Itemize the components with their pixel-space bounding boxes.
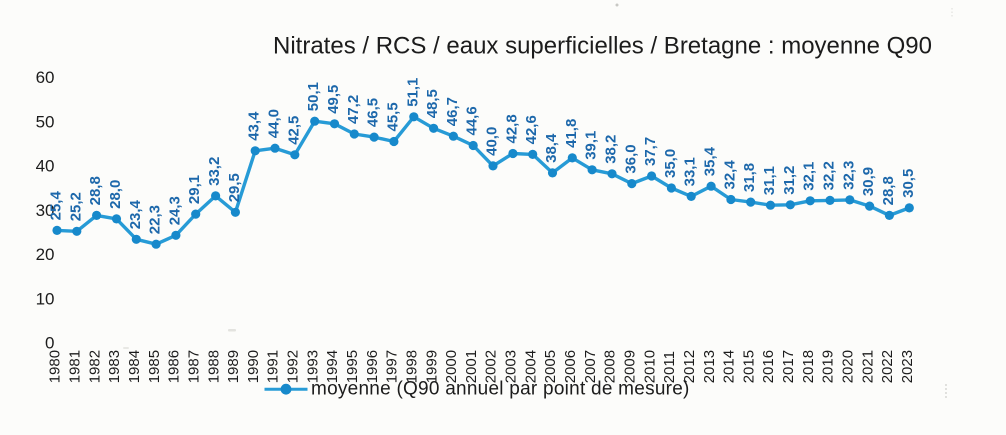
svg-text:32,1: 32,1: [801, 162, 818, 191]
svg-text:2023: 2023: [899, 350, 916, 383]
svg-text:28,0: 28,0: [107, 180, 124, 209]
svg-text:38,4: 38,4: [543, 133, 560, 163]
svg-text:23,4: 23,4: [127, 199, 144, 229]
svg-text:2001: 2001: [463, 350, 480, 383]
svg-text:1982: 1982: [86, 350, 103, 383]
svg-text:50,1: 50,1: [305, 82, 322, 111]
svg-text:60: 60: [36, 68, 55, 87]
svg-text:43,4: 43,4: [246, 111, 263, 141]
svg-text:1986: 1986: [166, 350, 183, 383]
svg-text:2005: 2005: [542, 350, 559, 383]
svg-text:40,0: 40,0: [484, 127, 501, 156]
svg-text:0: 0: [45, 334, 54, 353]
svg-text:2020: 2020: [840, 350, 857, 383]
svg-text:49,5: 49,5: [325, 85, 342, 114]
svg-text:32,2: 32,2: [821, 161, 838, 190]
svg-text:33,1: 33,1: [682, 157, 699, 186]
svg-text:2009: 2009: [622, 350, 639, 383]
svg-text:1981: 1981: [67, 350, 84, 383]
svg-text:35,0: 35,0: [662, 149, 679, 178]
svg-text:44,6: 44,6: [464, 106, 481, 135]
svg-text:33,2: 33,2: [206, 157, 223, 186]
svg-text:1985: 1985: [146, 350, 163, 383]
svg-text:35,4: 35,4: [702, 146, 719, 176]
svg-text:2008: 2008: [602, 350, 619, 383]
svg-text:20: 20: [36, 245, 55, 264]
svg-text:28,8: 28,8: [880, 176, 897, 205]
svg-text:10: 10: [36, 289, 55, 308]
svg-text:1983: 1983: [106, 350, 123, 383]
svg-text:2003: 2003: [503, 350, 520, 383]
svg-text:32,3: 32,3: [840, 161, 857, 190]
svg-text:2006: 2006: [562, 350, 579, 383]
svg-text:28,8: 28,8: [87, 176, 104, 205]
svg-text:1980: 1980: [47, 350, 64, 383]
svg-text:2019: 2019: [820, 350, 837, 383]
svg-text:29,5: 29,5: [226, 173, 243, 202]
svg-text:32,4: 32,4: [721, 160, 738, 190]
svg-text:25,4: 25,4: [48, 191, 65, 221]
svg-text:39,1: 39,1: [583, 131, 600, 160]
svg-text:29,1: 29,1: [186, 175, 203, 204]
svg-text:1994: 1994: [324, 350, 341, 383]
svg-text:1999: 1999: [423, 350, 440, 383]
svg-text:Nitrates / RCS / eaux superfic: Nitrates / RCS / eaux superficielles / B…: [273, 33, 932, 60]
svg-text:25,2: 25,2: [67, 192, 84, 221]
svg-text:30: 30: [36, 201, 55, 220]
svg-text:2002: 2002: [483, 350, 500, 383]
svg-text:22,3: 22,3: [147, 205, 164, 234]
svg-text:1998: 1998: [404, 350, 421, 383]
svg-text:46,7: 46,7: [444, 97, 461, 126]
svg-text:45,5: 45,5: [384, 102, 401, 131]
svg-text:48,5: 48,5: [424, 89, 441, 118]
svg-text:1990: 1990: [245, 350, 262, 383]
svg-text:30,5: 30,5: [900, 169, 917, 198]
svg-text:50: 50: [36, 112, 55, 131]
svg-text:30,9: 30,9: [860, 167, 877, 196]
svg-text:1993: 1993: [304, 350, 321, 383]
svg-text:37,7: 37,7: [642, 137, 659, 166]
svg-text:41,8: 41,8: [563, 119, 580, 148]
svg-text:1995: 1995: [344, 350, 361, 383]
svg-text:2011: 2011: [661, 351, 678, 383]
svg-text:40: 40: [36, 157, 55, 176]
svg-text:1991: 1991: [265, 350, 282, 383]
svg-text:31,8: 31,8: [741, 163, 758, 192]
svg-text:42,6: 42,6: [523, 115, 540, 144]
svg-text:44,0: 44,0: [266, 109, 283, 138]
svg-text:42,8: 42,8: [503, 114, 520, 143]
svg-text:1987: 1987: [185, 350, 202, 383]
svg-text:1997: 1997: [384, 350, 401, 383]
svg-text:2013: 2013: [701, 350, 718, 383]
svg-text:2016: 2016: [760, 350, 777, 383]
svg-text:2010: 2010: [641, 350, 658, 383]
svg-text:36,0: 36,0: [622, 144, 639, 173]
svg-text:2022: 2022: [879, 350, 896, 383]
svg-text:1988: 1988: [205, 350, 222, 383]
svg-text:2012: 2012: [681, 350, 698, 383]
svg-text:51,1: 51,1: [404, 78, 421, 107]
svg-text:1989: 1989: [225, 350, 242, 383]
svg-text:2018: 2018: [800, 350, 817, 383]
svg-text:2017: 2017: [780, 350, 797, 383]
svg-text:2015: 2015: [740, 350, 757, 383]
svg-text:31,2: 31,2: [781, 166, 798, 195]
svg-text:42,5: 42,5: [285, 116, 302, 145]
svg-text:46,5: 46,5: [365, 98, 382, 127]
svg-text:2004: 2004: [522, 350, 539, 383]
svg-text:1996: 1996: [364, 350, 381, 383]
svg-text:2021: 2021: [859, 350, 876, 383]
svg-text:47,2: 47,2: [345, 95, 362, 124]
svg-text:moyenne (Q90 annuel par point: moyenne (Q90 annuel par point de mesure): [311, 379, 690, 400]
svg-text:2007: 2007: [582, 350, 599, 383]
svg-text:1992: 1992: [285, 350, 302, 383]
svg-text:2000: 2000: [443, 350, 460, 383]
svg-text:31,1: 31,1: [761, 166, 778, 195]
svg-text:2014: 2014: [721, 350, 738, 383]
svg-text:38,2: 38,2: [603, 135, 620, 164]
svg-text:24,3: 24,3: [166, 196, 183, 225]
svg-text:1984: 1984: [126, 350, 143, 383]
